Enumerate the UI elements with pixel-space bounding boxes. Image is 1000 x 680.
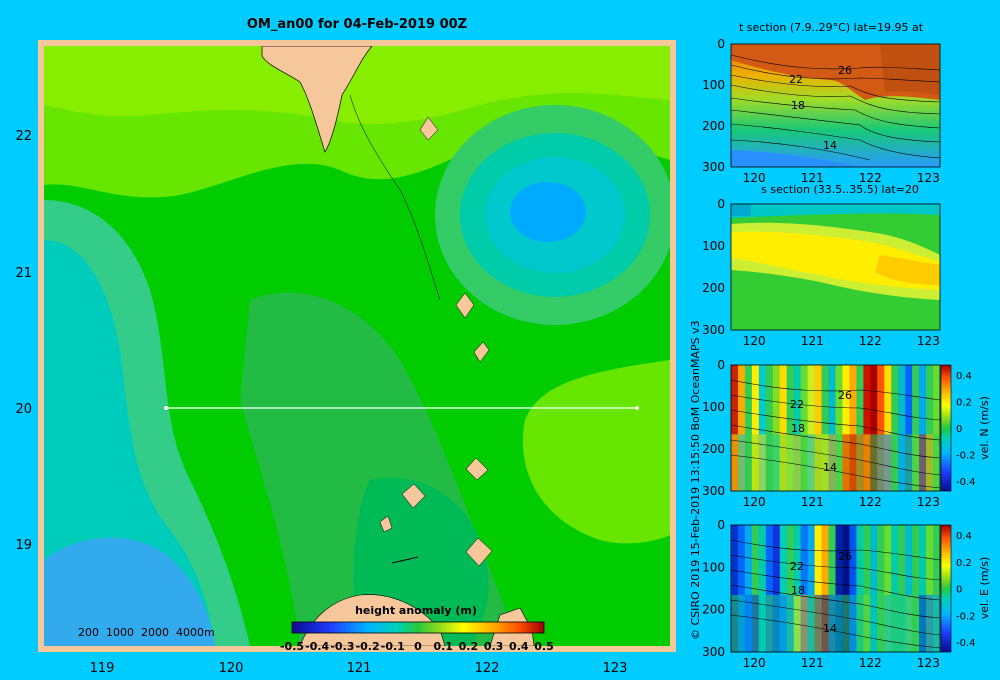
section-y-tick: 0 <box>717 358 725 372</box>
section-x-tick: 123 <box>917 334 940 348</box>
section-y-tick: 0 <box>717 197 725 211</box>
section-x-tick: 123 <box>917 495 940 509</box>
colorbar-tick: -0.2 <box>956 451 976 462</box>
salinity-section-panel: s section (33.5..35.5) lat=20 <box>730 183 941 331</box>
colorbar-tick: -0.4 <box>956 638 976 649</box>
map-x-tick: 120 <box>219 661 244 676</box>
colorbar-tick-label: 0.3 <box>484 640 504 653</box>
section-x-tick: 121 <box>801 656 824 670</box>
colorbar-tick-label: 0.1 <box>433 640 453 653</box>
section-y-tick: 100 <box>702 239 725 253</box>
colorbar-tick-label: 0 <box>414 640 422 653</box>
contour-label: 26 <box>838 550 852 563</box>
colorbar-tick-label: -0.1 <box>381 640 405 653</box>
contour-label: 22 <box>790 560 804 573</box>
colorbar-tick-label: -0.3 <box>330 640 354 653</box>
contour-label: 14 <box>823 139 837 152</box>
bathymetry-legend: 200 1000 2000 4000m <box>78 626 215 639</box>
colorbar-labels: -0.5 -0.4 -0.3 -0.2 -0.1 0 0.1 0.2 0.3 0.4 0.5 <box>280 640 554 653</box>
section-x-tick: 120 <box>743 171 766 185</box>
section-y-tick: 0 <box>717 37 725 51</box>
colorbar-tick-label: -0.2 <box>356 640 380 653</box>
map-x-tick: 121 <box>347 661 372 676</box>
map-x-tick: 122 <box>475 661 500 676</box>
section-y-tick: 100 <box>702 560 725 574</box>
section-y-tick: 0 <box>717 518 725 532</box>
map-title: OM_an00 for 04-Feb-2019 00Z <box>247 17 467 32</box>
section-x-tick: 121 <box>801 334 824 348</box>
north-velocity-panel: 26 22 18 14 vel. N (m/s) <box>730 364 991 492</box>
section-y-tick: 200 <box>702 281 725 295</box>
section-x-tick: 120 <box>743 656 766 670</box>
contour-label: 26 <box>838 389 852 402</box>
colorbar-tick-label: 0.4 <box>509 640 529 653</box>
contour-label: 22 <box>790 398 804 411</box>
colorbar-tick-label: 0.2 <box>459 640 479 653</box>
colorbar-tick-label: -0.5 <box>280 640 304 653</box>
section-x-tick: 121 <box>801 495 824 509</box>
colorbar-tick: 0.2 <box>956 398 972 409</box>
contour-label: 14 <box>823 622 837 635</box>
map-x-tick: 119 <box>90 661 115 676</box>
section-start-marker <box>164 406 168 410</box>
colorbar-tick: -0.2 <box>956 611 976 622</box>
map-y-tick: 20 <box>15 402 32 417</box>
contour-label: 22 <box>789 73 803 86</box>
section-x-tick: 122 <box>859 171 882 185</box>
contour-label: 18 <box>791 422 805 435</box>
map-y-tick: 19 <box>15 538 32 553</box>
contour-label: 18 <box>791 584 805 597</box>
section-x-tick: 122 <box>859 334 882 348</box>
east-velocity-colorbar <box>940 524 952 653</box>
colorbar-tick: 0.4 <box>956 531 972 542</box>
section-x-tick: 122 <box>859 495 882 509</box>
section-x-tick: 123 <box>917 656 940 670</box>
section-panel-axes: 120 121 122 123 0 100 200 300 120 121 122 123 0 100 20… <box>702 37 975 670</box>
colorbar-label: vel. N (m/s) <box>978 396 991 460</box>
section-x-tick: 120 <box>743 495 766 509</box>
colorbar-tick: 0 <box>956 585 962 596</box>
east-velocity-panel: 26 22 18 14 vel. E (m/s) <box>730 524 991 653</box>
panel-title: t section (7.9..29°C) lat=19.95 at <box>739 21 924 34</box>
section-y-tick: 100 <box>702 400 725 414</box>
section-x-tick: 123 <box>917 171 940 185</box>
colorbar-tick: -0.4 <box>956 477 976 488</box>
section-x-tick: 120 <box>743 334 766 348</box>
section-y-tick: 300 <box>702 160 725 174</box>
colorbar-tick: 0.4 <box>956 371 972 382</box>
map-x-axis: 119 120 121 122 123 <box>90 661 628 676</box>
section-x-tick: 121 <box>801 171 824 185</box>
section-y-tick: 300 <box>702 645 725 659</box>
contour-label: 18 <box>791 99 805 112</box>
section-y-tick: 300 <box>702 323 725 337</box>
section-y-tick: 300 <box>702 484 725 498</box>
colorbar-tick-label: -0.4 <box>305 640 329 653</box>
north-velocity-colorbar <box>940 364 952 492</box>
contour-label: 26 <box>838 64 852 77</box>
section-x-tick: 122 <box>859 656 882 670</box>
height-anomaly-colorbar <box>291 621 545 634</box>
section-y-tick: 200 <box>702 442 725 456</box>
height-anomaly-field <box>44 46 670 646</box>
colorbar-tick: 0 <box>956 424 962 435</box>
section-y-tick: 200 <box>702 603 725 617</box>
section-y-tick: 200 <box>702 119 725 133</box>
map-y-tick: 22 <box>15 129 32 144</box>
section-end-marker <box>635 406 639 410</box>
temperature-section-panel: t section (7.9..29°C) lat=19.95 at 22 26… <box>730 21 941 168</box>
panel-title: s section (33.5..35.5) lat=20 <box>761 183 919 196</box>
map-x-tick: 123 <box>603 661 628 676</box>
colorbar-title: height anomaly (m) <box>355 604 477 617</box>
section-y-tick: 100 <box>702 78 725 92</box>
credit-text: © CSIRO 2019 15-Feb-2019 13:15:50 BoM Oc… <box>689 320 702 640</box>
colorbar-tick-label: 0.5 <box>534 640 554 653</box>
map-y-axis: 22 21 20 19 <box>15 129 32 553</box>
colorbar-label: vel. E (m/s) <box>978 557 991 620</box>
map-y-tick: 21 <box>15 266 32 281</box>
contour-label: 14 <box>823 461 837 474</box>
colorbar-tick: 0.2 <box>956 558 972 569</box>
